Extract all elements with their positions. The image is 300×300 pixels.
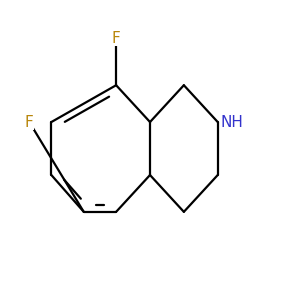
- Text: F: F: [25, 115, 34, 130]
- Text: NH: NH: [221, 115, 244, 130]
- Text: F: F: [112, 31, 121, 46]
